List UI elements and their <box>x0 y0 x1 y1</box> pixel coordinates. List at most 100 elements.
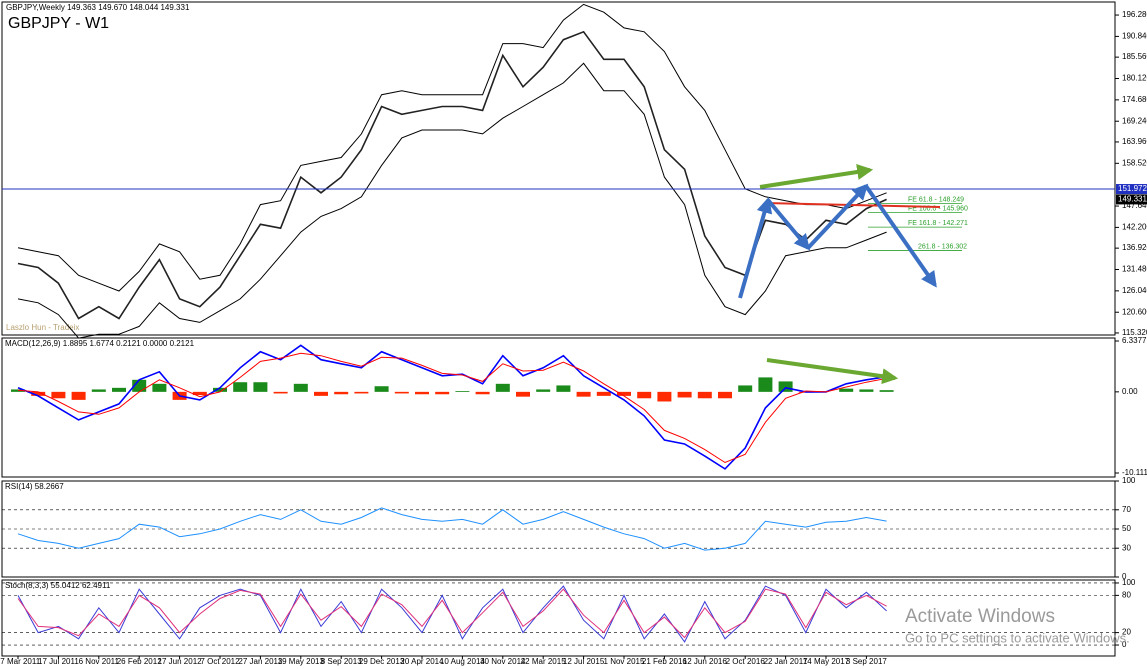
x-tick-label: 17 Jul 2011 <box>38 657 79 666</box>
panel-frame <box>1 1 1116 336</box>
watermark: Laszlo Hun - Tradeix <box>6 323 79 332</box>
series-line <box>17 30 887 320</box>
histogram-bar <box>394 391 409 394</box>
x-tick-label: 27 Mar 2011 <box>0 657 41 666</box>
histogram-bar <box>51 391 66 399</box>
histogram-bar <box>31 391 46 396</box>
histogram-bar <box>435 391 450 395</box>
pattern-arrow <box>738 196 773 299</box>
y-tick-label: 142.200 <box>1122 223 1147 232</box>
y-tick-label: 163.960 <box>1122 137 1147 146</box>
panel-frame <box>1 579 1116 657</box>
divergence-arrow <box>766 358 899 385</box>
histogram-bar <box>738 385 753 392</box>
histogram-bar <box>152 383 167 392</box>
histogram-bar <box>192 391 207 396</box>
last-price-bg <box>1116 194 1147 205</box>
panel-title: Stoch(8,3,3) 55.0412 62.4911 <box>5 581 111 590</box>
histogram-bar <box>112 387 126 392</box>
histogram-bar <box>879 390 894 392</box>
y-tick-label: 174.680 <box>1122 95 1147 104</box>
y-tick-label: 0 <box>1122 572 1127 581</box>
x-tick-label: 17 Jun 2012 <box>158 657 203 666</box>
histogram-bar <box>213 387 227 392</box>
histogram-bar <box>536 389 551 392</box>
histogram-bar <box>455 391 470 392</box>
x-tick-label: 10 Aug 2014 <box>440 657 485 666</box>
histogram-bar <box>697 391 712 399</box>
histogram-bar <box>475 391 490 395</box>
x-tick-label: 8 Sep 2013 <box>321 657 362 666</box>
panel-title: RSI(14) 58.2667 <box>5 482 64 491</box>
x-tick-label: 2 Oct 2016 <box>726 657 766 666</box>
y-tick-label: 131.480 <box>1122 265 1147 274</box>
pattern-arrow <box>864 184 937 288</box>
x-tick-label: 12 Jul 2015 <box>563 657 605 666</box>
y-tick-label: 196.280 <box>1122 10 1147 19</box>
x-tick-label: 19 May 2013 <box>278 657 325 666</box>
histogram-bar <box>273 391 288 394</box>
y-tick-label: 20 <box>1122 628 1131 637</box>
x-tick-label: 29 Dec 2013 <box>359 657 405 666</box>
y-tick-label: 30 <box>1122 543 1131 552</box>
y-tick-label: 115.320 <box>1122 328 1147 337</box>
histogram-bar <box>91 389 106 392</box>
histogram-bar <box>253 382 268 392</box>
histogram-bar <box>495 383 510 392</box>
y-tick-label: 147.640 <box>1122 201 1147 210</box>
histogram-bar <box>293 383 308 392</box>
y-tick-label: 126.040 <box>1122 286 1147 295</box>
x-tick-label: 26 Feb 2012 <box>117 657 162 666</box>
histogram-bar <box>71 391 86 400</box>
x-tick-label: 27 Jan 2013 <box>238 657 283 666</box>
histogram-bar <box>233 382 248 392</box>
y-tick-label: 190.840 <box>1122 32 1147 41</box>
windows-watermark: Activate Windows <box>905 606 1055 627</box>
y-tick-label: 120.600 <box>1122 307 1147 316</box>
histogram-bar <box>576 391 591 397</box>
histogram-bar <box>839 388 854 392</box>
histogram-bar <box>859 389 874 392</box>
y-tick-label: 180.120 <box>1122 74 1147 83</box>
histogram-bar <box>677 391 692 398</box>
reference-label: 151.972 <box>1118 184 1147 193</box>
y-tick-label: 185.560 <box>1122 52 1147 61</box>
y-tick-label: 169.240 <box>1122 116 1147 125</box>
histogram-bar <box>778 381 793 392</box>
histogram-bar <box>657 391 672 402</box>
fib-label: FE 161.8 - 142.271 <box>908 220 968 227</box>
reference-label-bg <box>1116 184 1147 195</box>
x-tick-label: 6 Nov 2011 <box>79 657 120 666</box>
histogram-bar <box>556 385 571 392</box>
y-tick-label: 70 <box>1122 505 1131 514</box>
last-price-label: 149.331 <box>1118 195 1147 204</box>
pattern-arrow <box>806 183 869 250</box>
resistance-line <box>764 202 941 208</box>
histogram-bar <box>596 391 611 396</box>
series-line <box>17 588 887 639</box>
windows-watermark-text: Go to PC settings to activate Windows. <box>905 630 1130 645</box>
x-tick-label: 21 Feb 2016 <box>642 657 687 666</box>
histogram-bar <box>354 391 369 394</box>
pattern-arrow <box>766 198 811 251</box>
x-tick-label: 20 Apr 2014 <box>400 657 444 666</box>
y-tick-label: 0 <box>1122 640 1127 649</box>
series-line <box>17 62 887 339</box>
histogram-bar <box>617 391 631 396</box>
x-tick-label: 7 Oct 2012 <box>200 657 240 666</box>
x-tick-label: 22 Jan 2017 <box>764 657 809 666</box>
panel-title: MACD(12,26,9) 1.8895 1.6774 0.2121 0.000… <box>5 339 195 348</box>
fib-label: FE 100.0 - 145.960 <box>908 205 968 212</box>
divergence-arrow <box>759 164 874 189</box>
fib-label: 261.8 - 136.302 <box>918 243 967 250</box>
x-tick-label: 12 Jun 2016 <box>683 657 728 666</box>
y-tick-label: 6.3377 <box>1122 336 1147 345</box>
fib-label: FE 61.8 - 148.249 <box>908 196 964 203</box>
panel-frame <box>1 337 1116 478</box>
series-line <box>17 352 887 464</box>
series-line <box>17 507 887 551</box>
x-tick-label: 1 Nov 2015 <box>604 657 645 666</box>
y-tick-label: 80 <box>1122 590 1131 599</box>
histogram-bar <box>516 391 530 397</box>
